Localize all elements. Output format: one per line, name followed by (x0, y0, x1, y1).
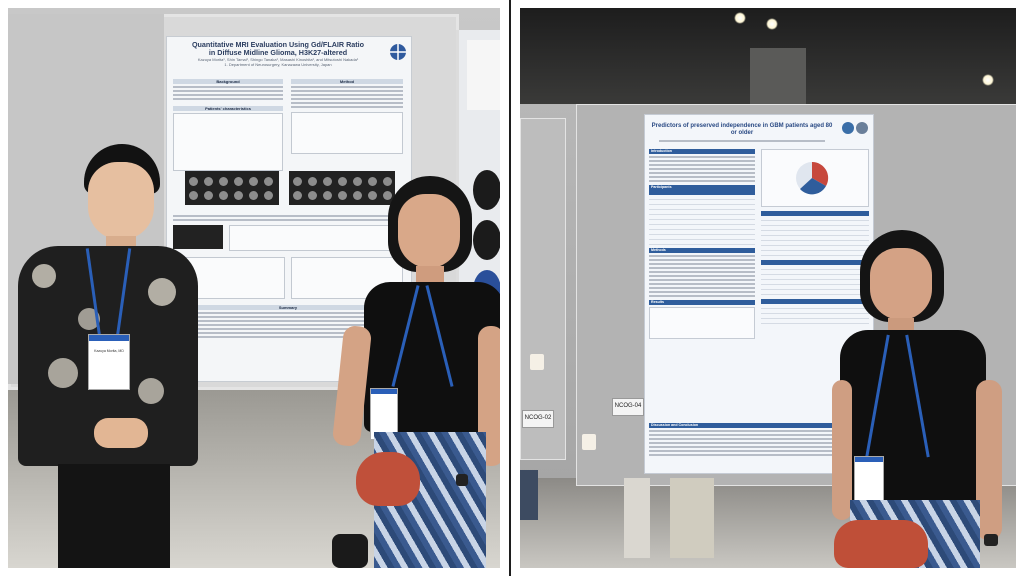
side-board (520, 118, 566, 460)
university-logo-icon (390, 44, 406, 60)
paper-cup (530, 354, 544, 370)
passerby-legs (624, 478, 650, 558)
pie-chart-icon (796, 161, 829, 195)
poster-conclusion: Discussion and Conclusion (649, 423, 869, 458)
shoulder-bag (356, 452, 420, 506)
poster-number-sign: NCOG-04 (612, 398, 644, 416)
woman-presenter (331, 176, 500, 568)
method-diagram (291, 112, 403, 154)
name-badge: Kazuya Morita, MD (88, 334, 130, 390)
left-photo: Quantitative MRI Evaluation Using Gd/FLA… (8, 8, 500, 568)
mri-image-strip-2 (289, 171, 395, 205)
passerby-legs (520, 470, 538, 520)
poster-left-col: Introduction Participants Methods Result… (649, 149, 755, 339)
bag-on-floor (332, 534, 368, 568)
poster-title: Quantitative MRI Evaluation Using Gd/FLA… (191, 40, 365, 68)
poster-title: Predictors of preserved independence in … (649, 123, 835, 145)
poster-background-col: Background Patients' characteristics (173, 79, 283, 171)
right-photo: Predictors of preserved independence in … (520, 8, 1016, 568)
poster-number-sign: NCOG-02 (522, 410, 554, 428)
poster-method-col: Method (291, 79, 403, 154)
research-poster: Predictors of preserved independence in … (644, 114, 874, 474)
pie-chart-figure (761, 149, 869, 207)
characteristics-table (173, 113, 283, 171)
man-presenter: Kazuya Morita, MD (8, 138, 198, 568)
photo-divider (502, 0, 518, 576)
institution-logos-icon (842, 122, 868, 134)
mri-image-strip (185, 171, 279, 205)
name-badge (370, 388, 398, 440)
shoulder-bag (834, 520, 928, 568)
paper-cup (582, 434, 596, 450)
passerby-legs (670, 478, 714, 558)
watch-icon (984, 534, 998, 546)
poster-right-col (761, 149, 869, 324)
woman-presenter (830, 230, 1016, 568)
watch-icon (456, 474, 468, 486)
